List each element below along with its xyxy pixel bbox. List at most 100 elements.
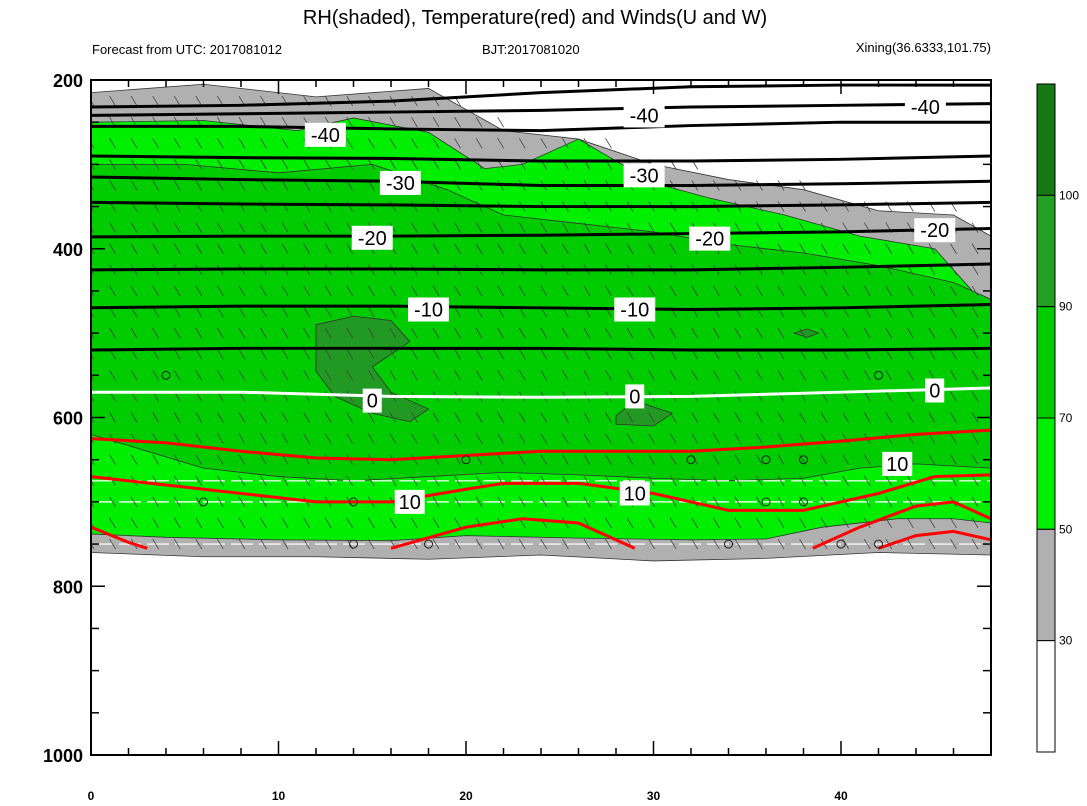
- wind-barb-797: [91, 543, 95, 550]
- wind-barb-579: [820, 412, 828, 423]
- wind-barb-707: [863, 475, 871, 486]
- wind-barb-63: [91, 163, 95, 170]
- wind-barb-544: [971, 391, 979, 402]
- wind-barb-97: [195, 180, 203, 191]
- wind-barb-837: [950, 538, 957, 550]
- wind-barb-560: [411, 412, 418, 423]
- wind-barb-737: [605, 496, 612, 508]
- wind-barb-569: [605, 412, 612, 423]
- wind-barb-338: [152, 306, 160, 318]
- wind-barb-169: [130, 222, 138, 233]
- wind-barb-600: [367, 433, 375, 444]
- wind-barb-586: [971, 412, 979, 423]
- wind-barb-568: [583, 412, 591, 423]
- wind-barb-766: [324, 517, 332, 529]
- wind-barb-556: [324, 412, 332, 423]
- temperature-contour-15: [812, 500, 991, 550]
- wind-barb-2: [130, 95, 138, 107]
- wind-barb-409: [777, 327, 785, 339]
- wind-barb-664: [842, 454, 850, 465]
- wind-barb-824: [669, 538, 677, 550]
- wind-barb-413: [863, 327, 871, 339]
- wind-barb-442: [583, 349, 591, 360]
- wind-barb-384: [238, 327, 246, 339]
- wind-barb-541: [907, 391, 914, 402]
- wind-barb-671: [91, 480, 95, 486]
- wind-barb-341: [217, 306, 224, 318]
- wind-barb-765: [303, 517, 310, 529]
- wind-barb-473: [346, 370, 354, 381]
- wind-barb-102: [303, 180, 310, 191]
- wind-barb-613: [648, 433, 655, 444]
- wind-barb-35: [454, 116, 461, 128]
- wind-barb-760: [195, 517, 203, 529]
- wind-barb-426: [238, 349, 246, 360]
- wind-barb-685: [389, 475, 397, 486]
- wind-barb-467: [217, 370, 224, 381]
- wind-barb-835: [907, 538, 914, 550]
- wind-barb-787: [777, 517, 785, 529]
- wind-barb-187: [518, 222, 526, 233]
- wind-barb-792: [885, 517, 893, 529]
- wind-barb-582: [885, 412, 893, 423]
- wind-barb-437: [475, 349, 483, 360]
- wind-barb-611: [605, 433, 612, 444]
- wind-barb-466: [195, 370, 203, 381]
- y-tick-label-400: 400: [53, 240, 83, 260]
- wind-barb-229: [518, 243, 526, 254]
- wind-barb-489: [691, 370, 699, 381]
- colorbar-tick-90: 90: [1059, 300, 1073, 314]
- wind-barb-495: [820, 370, 828, 381]
- contour-label-box-13: [394, 489, 425, 514]
- wind-barb-213: [173, 243, 181, 254]
- wind-barb-634: [195, 454, 203, 465]
- wind-barb-342: [238, 306, 246, 318]
- wind-barb-734: [540, 496, 548, 508]
- wind-barb-779: [605, 517, 612, 529]
- wind-barb-92: [91, 184, 95, 191]
- wind-barb-732: [497, 496, 505, 508]
- wind-barb-838: [971, 538, 979, 550]
- wind-barb-340: [195, 306, 203, 318]
- contour-label-15: 10: [886, 454, 908, 476]
- wind-barb-36: [475, 116, 483, 128]
- wind-barb-233: [605, 243, 612, 254]
- wind-barb-503: [91, 395, 95, 402]
- wind-barb-425: [217, 349, 224, 360]
- wind-barb-769: [389, 517, 397, 529]
- wind-barb-581: [863, 412, 871, 423]
- wind-barb-679: [260, 475, 267, 486]
- wind-barb-721: [260, 496, 267, 508]
- wind-barb-59: [540, 138, 548, 149]
- wind-barb-32: [389, 116, 397, 128]
- wind-barb-352: [454, 306, 461, 318]
- wind-barb-62: [605, 138, 612, 149]
- wind-barb-224: [411, 243, 418, 254]
- wind-barb-333: [950, 285, 957, 297]
- x-tick-label-10: 10: [272, 789, 286, 803]
- wind-barb-572: [669, 412, 677, 423]
- wind-barb-796: [971, 517, 979, 529]
- wind-barb-484: [583, 370, 591, 381]
- wind-barb-177: [303, 222, 310, 233]
- contour-label-4: -30: [630, 165, 659, 187]
- wind-barb-390: [367, 327, 375, 339]
- wind-barb-4: [173, 95, 181, 107]
- wind-barb-430: [324, 349, 332, 360]
- wind-barb-234: [626, 243, 634, 254]
- wind-barb-705: [820, 475, 828, 486]
- colorbar-box-5: [1036, 640, 1056, 753]
- wind-barb-547: [130, 412, 138, 423]
- wind-barb-323: [734, 285, 742, 297]
- wind-barb-649: [518, 454, 526, 465]
- wind-barb-678: [238, 475, 246, 486]
- wind-barb-783: [691, 517, 699, 529]
- wind-barb-444: [626, 349, 634, 360]
- wind-barb-44: [217, 138, 224, 149]
- wind-barb-767: [346, 517, 354, 529]
- calm-marker-2: [349, 497, 358, 507]
- wind-barb-96: [173, 180, 181, 191]
- wind-barb-171: [173, 222, 181, 233]
- wind-barb-328: [842, 285, 850, 297]
